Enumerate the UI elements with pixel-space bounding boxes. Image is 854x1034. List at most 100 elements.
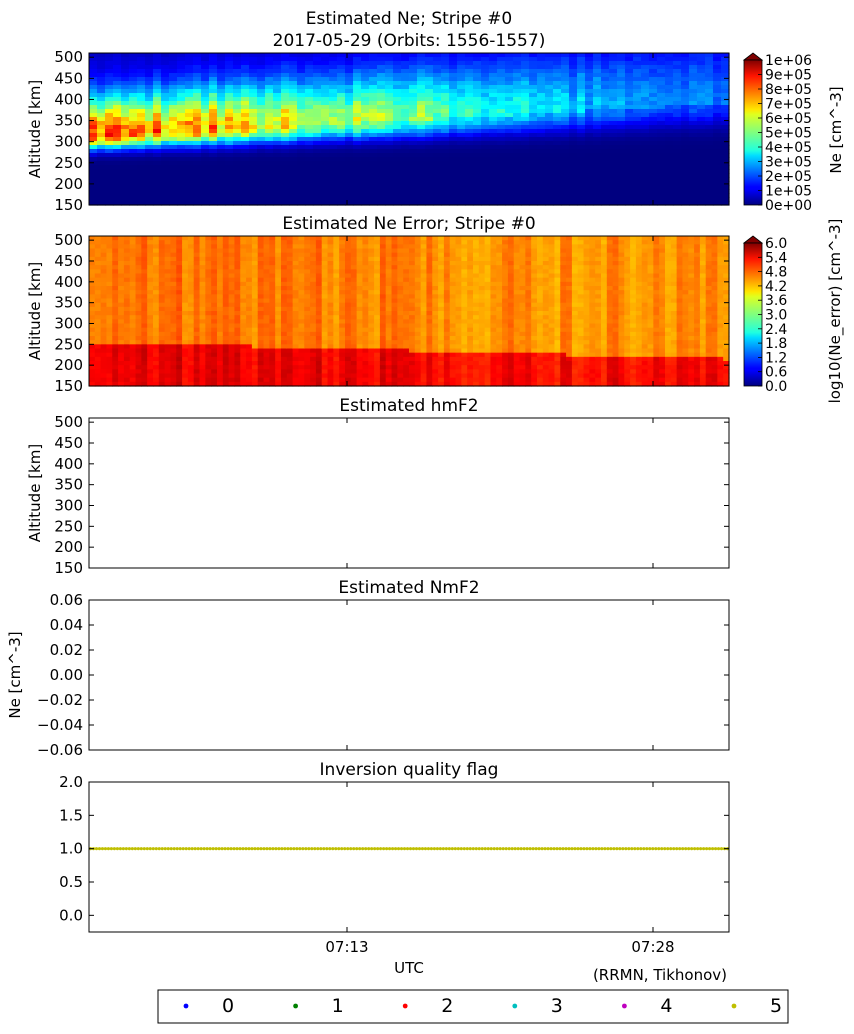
ne-error-cell [339,344,346,350]
ne-cell [409,157,418,162]
ne-cell [97,57,106,62]
ne-error-cell [286,327,294,333]
ne-error-cell [228,261,236,266]
ne-cell [553,149,562,154]
ne-error-cell [298,236,305,241]
ne-cell [169,201,178,206]
ne-error-cell [327,361,334,366]
ne-cell [225,105,234,110]
ne-error-cell [263,348,270,354]
ne-cell [401,117,410,122]
ne-cell [369,129,378,134]
ne-error-cell [292,352,300,358]
ne-error-cell [362,361,369,366]
ne-cell [385,193,394,198]
ne-error-cell [257,311,265,316]
ne-error-cell [240,331,247,337]
ne-error-cell [94,323,102,329]
ne-cell [137,169,146,174]
ne-error-cell [205,331,212,337]
ne-cell [361,69,370,74]
ne-error-cell [112,377,119,383]
ne-cell [649,105,658,110]
ne-error-cell [129,340,137,345]
ne-cell [97,181,106,186]
ne-cell [201,137,210,142]
ne-cell [425,145,434,150]
ne-error-cell [321,365,329,370]
ne-error-cell [158,352,166,358]
ne-cell [345,173,354,178]
ne-cell [537,121,546,126]
ne-cell [665,177,674,182]
ne-cell [257,117,266,122]
ne-error-cell [123,302,131,308]
ne-cell [521,109,530,114]
ne-cell [169,185,178,190]
ne-cell [369,53,378,58]
ne-cell [369,61,378,66]
ne-error-cell [321,331,329,337]
ne-error-cell [269,281,276,287]
ne-cell [537,193,546,198]
ne-error-cell [246,269,253,275]
ne-cell [369,101,378,106]
ne-error-cell [385,348,393,354]
ne-error-cell [350,311,358,316]
ne-error-cell [89,315,96,320]
ne-cell [577,121,586,126]
ne-error-cell [106,361,113,366]
ne-cell [505,129,514,134]
ne-error-cell [234,269,241,275]
ne-error-cell [327,240,334,245]
ne-error-cell [304,240,311,245]
ne-cell [217,157,226,162]
ne-cell [569,165,578,170]
ne-cell [433,161,442,166]
ne-cell [561,65,570,70]
ne-cell [689,177,698,182]
ne-cell [545,169,554,174]
ne-cell [249,193,258,198]
ne-error-cell [106,311,113,316]
ne-error-cell [345,381,352,387]
ne-cell [433,53,442,58]
ne-cell [505,81,514,86]
ne-cell [545,125,554,130]
ne-cell [689,105,698,110]
ne-error-cell [164,298,172,304]
ne-error-cell [164,261,172,266]
ne-error-cell [106,336,113,341]
ne-cell [577,169,586,174]
ne-cell [233,193,242,198]
ne-error-cell [391,315,398,320]
ne-cell [457,189,466,194]
ne-error-cell [385,286,393,291]
ne-error-cell [286,306,294,312]
ne-cell [513,197,522,202]
ne-cell [409,165,418,170]
ne-error-cell [112,290,119,295]
ne-error-cell [187,265,195,270]
ne-error-cell [292,331,300,337]
ne-error-cell [141,373,148,379]
ne-cell [625,197,634,202]
ne-cell [641,97,650,102]
ne-error-cell [385,361,393,366]
ne-error-cell [147,377,154,383]
ne-error-cell [385,248,393,254]
ne-cell [393,197,402,202]
ne-error-cell [345,236,352,241]
ne-cell [641,69,650,74]
ne-cell [529,193,538,198]
ne-error-cell [153,361,160,366]
ne-error-cell [368,340,375,345]
ne-cell [545,93,554,98]
ne-error-cell [164,236,172,241]
ne-cell [681,113,690,118]
ne-cell [561,141,570,146]
ne-error-cell [211,361,218,366]
ne-cell [441,153,450,158]
ne-error-cell [246,336,253,341]
ne-cell [273,201,282,206]
